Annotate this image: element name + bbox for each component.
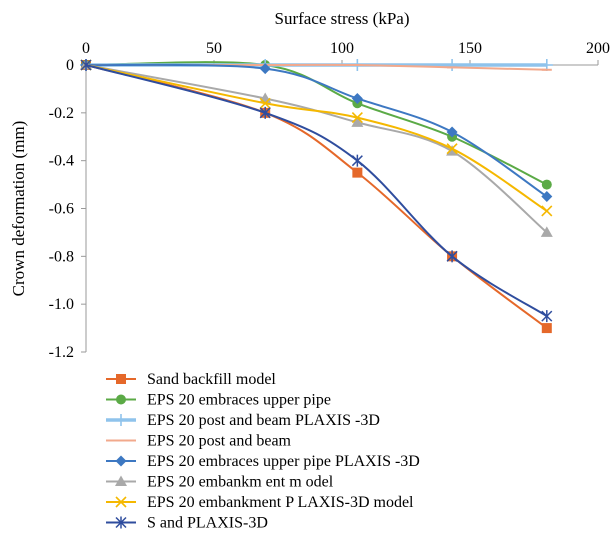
data-point	[541, 191, 553, 203]
data-point	[352, 167, 363, 178]
legend-item: EPS 20 embankm ent m odel	[106, 474, 334, 491]
data-point	[446, 126, 458, 138]
x-axis-title: Surface stress (kPa)	[274, 9, 409, 28]
data-point	[541, 310, 553, 323]
series-line	[85, 64, 548, 317]
legend-marker	[115, 475, 127, 486]
y-tick-label: -0.6	[49, 201, 74, 218]
x-tick-label: 0	[82, 40, 90, 57]
legend-label: EPS 20 embraces upper pipe PLAXIS -3D	[147, 453, 420, 470]
y-tick-label: -0.8	[49, 248, 74, 265]
data-point	[541, 205, 553, 217]
data-point	[351, 112, 363, 124]
legend-marker	[115, 516, 127, 529]
legend-marker	[116, 374, 126, 384]
data-point	[446, 145, 459, 156]
x-tick-label: 100	[330, 40, 354, 57]
legend-item: EPS 20 embraces upper pipe	[106, 392, 331, 409]
legend-item: EPS 20 embankment P LAXIS-3D model	[106, 494, 414, 511]
y-axis-title: Crown deformation (mm)	[9, 121, 28, 297]
y-tick-label: -0.4	[49, 153, 74, 170]
y-tick-label: -0.2	[49, 105, 74, 122]
series-6	[80, 59, 553, 237]
data-point	[351, 154, 363, 167]
data-point	[351, 92, 363, 104]
x-tick-label: 200	[586, 40, 610, 57]
legend-marker	[115, 455, 127, 467]
series-line	[85, 64, 548, 329]
data-point	[446, 250, 458, 263]
x-tick-label: 150	[458, 40, 482, 57]
legend: Sand backfill model EPS 20 embraces upper…	[106, 371, 420, 532]
data-point	[446, 59, 459, 71]
legend-item: EPS 20 post and beam PLAXIS -3D	[106, 412, 380, 429]
legend-label: Sand backfill model	[147, 371, 276, 388]
data-point	[259, 97, 271, 109]
series-7	[80, 59, 553, 217]
legend-item: EPS 20 embraces upper pipe PLAXIS -3D	[106, 453, 420, 470]
series-8	[80, 59, 553, 323]
y-tick-label: -1.2	[49, 344, 74, 361]
legend-label: EPS 20 embraces upper pipe	[147, 392, 331, 409]
data-point	[259, 106, 271, 119]
legend-marker	[115, 496, 127, 508]
series-line	[85, 64, 548, 212]
legend-item: S and PLAXIS-3D	[106, 515, 268, 532]
data-point	[541, 179, 552, 190]
y-tick-label: 0	[66, 57, 74, 74]
plot-area	[80, 59, 553, 334]
series-1	[81, 60, 552, 334]
legend-label: EPS 20 embankm ent m odel	[147, 474, 334, 491]
legend-label: EPS 20 embankment P LAXIS-3D model	[147, 494, 414, 511]
legend-label: EPS 20 post and beam PLAXIS -3D	[147, 412, 380, 429]
data-point	[351, 116, 364, 127]
data-point	[446, 143, 458, 155]
data-point	[80, 59, 92, 71]
data-point	[541, 323, 552, 334]
legend-marker	[115, 414, 127, 426]
x-tick-label: 50	[206, 40, 222, 57]
data-point	[259, 63, 271, 75]
legend-item: Sand backfill model	[106, 371, 276, 388]
legend-marker	[116, 394, 126, 405]
series-line	[85, 63, 548, 198]
axes: 0 50 100 150 200 0 -0.2 -0.4 -0.6 -0.8 -1.0 -1.2	[49, 40, 610, 361]
data-point	[540, 226, 553, 237]
legend-label: EPS 20 post and beam	[147, 433, 292, 450]
y-tick-label: -1.0	[49, 296, 74, 313]
legend-item: EPS 20 post and beam	[106, 433, 292, 450]
legend-label: S and PLAXIS-3D	[147, 515, 268, 532]
